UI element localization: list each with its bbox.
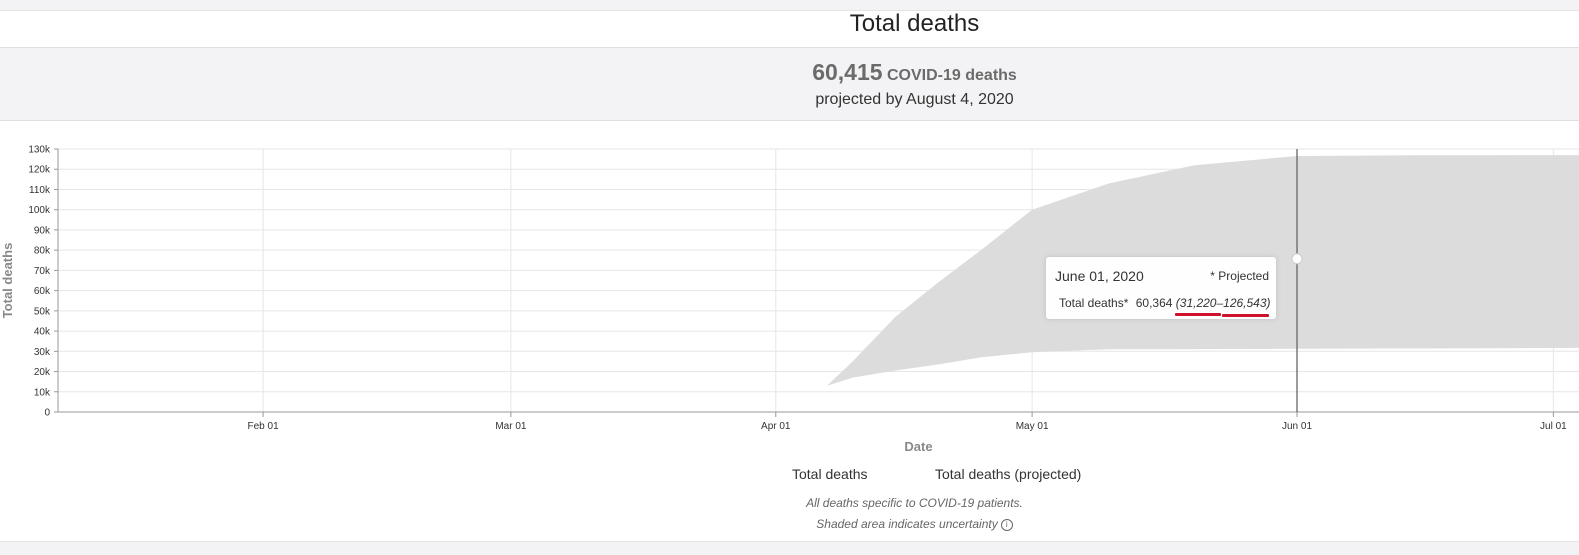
y-tick-label: 130k — [28, 145, 51, 156]
y-tick-label: 90k — [34, 225, 51, 236]
tooltip-row: Total deaths* 60,364 (31,220–126,543) — [1059, 296, 1271, 310]
summary-headline: 60,415 COVID-19 deaths — [0, 59, 1579, 86]
x-tick-label: May 01 — [1016, 421, 1049, 432]
y-tick-label: 10k — [34, 387, 51, 398]
x-tick-label: Jul 01 — [1540, 421, 1567, 432]
x-tick-label: Feb 01 — [248, 421, 280, 432]
y-tick-label: 80k — [34, 246, 51, 257]
summary-box: 60,415 COVID-19 deaths projected by Augu… — [0, 47, 1579, 121]
footnote-deaths: All deaths specific to COVID-19 patients… — [806, 496, 1023, 510]
y-tick-label: 50k — [34, 306, 51, 317]
tooltip-range: (31,220–126,543) — [1175, 296, 1271, 310]
y-tick-label: 40k — [34, 327, 51, 338]
x-tick-label: Jun 01 — [1282, 421, 1312, 432]
summary-subtitle: projected by August 4, 2020 — [815, 91, 1014, 108]
hover-group — [1291, 149, 1303, 412]
y-tick-label: 120k — [28, 165, 51, 176]
tooltip-metric-label: Total deaths* — [1059, 296, 1129, 310]
summary-label: COVID-19 deaths — [887, 67, 1017, 84]
footnote-uncertainty-text: Shaded area indicates uncertainty — [816, 517, 998, 531]
y-tick-label: 60k — [34, 286, 51, 297]
y-tick-label: 20k — [34, 367, 51, 378]
tooltip-date: June 01, 2020 — [1055, 268, 1144, 284]
annotation-underline-lower — [1175, 313, 1221, 316]
annotation-underline-upper — [1222, 314, 1269, 317]
info-circle-icon[interactable]: i — [1000, 518, 1013, 531]
page-title: Total deaths — [849, 10, 980, 37]
tooltip-projected-note: * Projected — [1210, 269, 1269, 283]
y-axis-ticks: 0 10k 20k 30k 40k 50k 60k 70k 80k 90k 100k 110k 120k… — [28, 145, 58, 419]
summary-value: 60,415 — [812, 59, 883, 85]
footnote-uncertainty: Shaded area indicates uncertainty i — [0, 517, 1579, 531]
y-tick-label: 110k — [29, 185, 51, 196]
x-tick-label: Mar 01 — [495, 421, 527, 432]
axes — [57, 149, 1579, 413]
legend-item-total-deaths[interactable]: Total deaths — [792, 466, 868, 482]
y-tick-label: 100k — [28, 205, 51, 216]
x-tick-label: Apr 01 — [761, 421, 791, 432]
y-tick-label: 0 — [44, 408, 50, 419]
tooltip-value: 60,364 — [1135, 296, 1173, 310]
x-axis-title: Date — [904, 439, 932, 454]
y-tick-label: 70k — [34, 266, 51, 277]
y-tick-label: 30k — [34, 347, 51, 358]
hover-point — [1291, 253, 1303, 265]
x-axis-ticks: Feb 01 Mar 01 Apr 01 May 01 Jun 01 Jul 01 — [248, 412, 1567, 432]
legend-item-total-deaths-projected[interactable]: Total deaths (projected) — [935, 466, 1082, 482]
chart-tooltip: June 01, 2020 * Projected Total deaths* … — [1046, 257, 1276, 319]
y-axis-title: Total deaths — [0, 243, 15, 319]
